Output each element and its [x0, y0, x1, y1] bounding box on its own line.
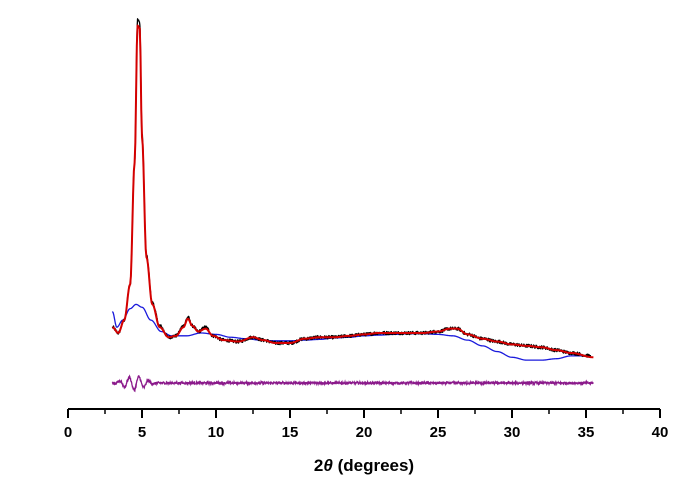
- x-tick-label: 10: [208, 424, 225, 441]
- x-axis-tick-labels: 0 5 10 15 20 25 30 35 40: [64, 424, 669, 441]
- calculated-series-line: [112, 24, 594, 359]
- x-axis-title: 2θ (degrees): [314, 456, 414, 475]
- background-series-line: [111, 303, 586, 361]
- x-tick-label: 40: [652, 424, 669, 441]
- x-tick-label: 35: [578, 424, 595, 441]
- x-axis-title-suffix: (degrees): [333, 456, 414, 475]
- observed-series-line: [111, 18, 592, 359]
- x-tick-label: 15: [282, 424, 299, 441]
- plot-lines: [111, 18, 594, 393]
- x-tick-label: 0: [64, 424, 72, 441]
- x-axis-title-theta: θ: [323, 456, 333, 475]
- x-tick-label: 5: [138, 424, 146, 441]
- x-axis-title-prefix: 2: [314, 456, 323, 475]
- difference-series-line: [111, 374, 594, 393]
- x-tick-label: 30: [504, 424, 521, 441]
- x-tick-label: 20: [356, 424, 373, 441]
- x-axis-ticks: [67, 409, 661, 418]
- x-tick-label: 25: [430, 424, 447, 441]
